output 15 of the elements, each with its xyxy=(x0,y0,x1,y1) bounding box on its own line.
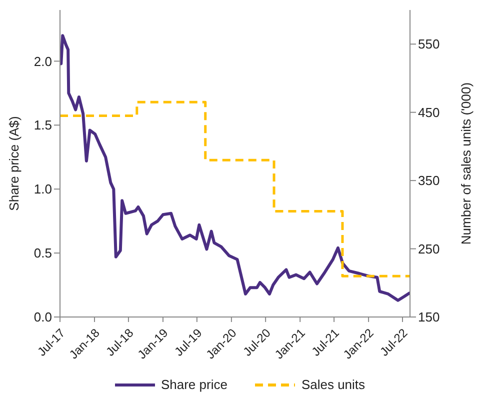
line-series xyxy=(60,34,410,302)
legend-label: Sales units xyxy=(301,377,366,392)
legend-label: Share price xyxy=(160,377,228,392)
y-tick-label: 2.0 xyxy=(34,54,52,69)
y-tick-label: 1.0 xyxy=(34,182,52,197)
y2-tick-label: 550 xyxy=(418,36,440,52)
y2-tick-label: 350 xyxy=(418,173,440,188)
y-tick-label: 0.5 xyxy=(34,246,52,261)
y-axis-title: Share price (A$) xyxy=(6,116,22,211)
y2-tick-label: 450 xyxy=(418,104,440,120)
y2-tick-label: 250 xyxy=(418,241,440,256)
y-tick-label: 1.5 xyxy=(34,118,52,133)
y-tick-label: 0.0 xyxy=(34,310,52,325)
y2-tick-label: 150 xyxy=(418,310,440,325)
y2-axis-title: Number of sales units ('000) xyxy=(458,82,474,245)
